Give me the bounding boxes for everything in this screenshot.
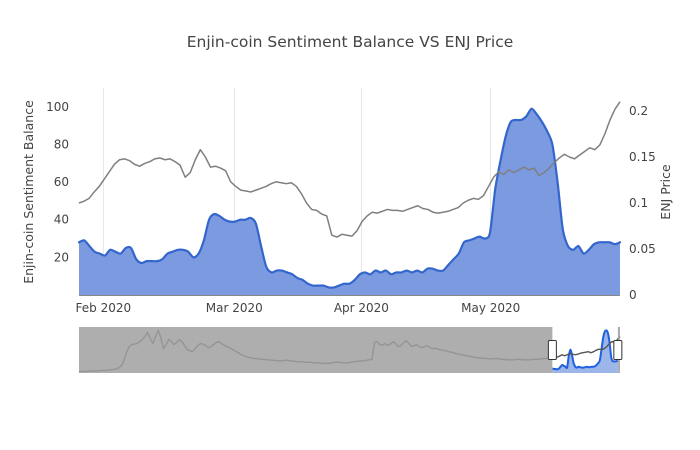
sentiment-balance-area-series bbox=[77, 107, 622, 296]
slider-handle-left[interactable] bbox=[547, 340, 557, 360]
slider-selection-stroke bbox=[552, 329, 619, 371]
chart-title: Enjin-coin Sentiment Balance VS ENJ Pric… bbox=[187, 33, 514, 51]
y-tick-left-1: 40 bbox=[54, 213, 69, 227]
y-tick-left-2: 60 bbox=[54, 175, 69, 189]
y-tick-right-4: 0.2 bbox=[629, 104, 648, 118]
y-tick-right-2: 0.1 bbox=[629, 196, 648, 210]
x-tick-3: May 2020 bbox=[461, 301, 520, 315]
range-slider[interactable] bbox=[79, 327, 623, 373]
y-tick-right-3: 0.15 bbox=[629, 150, 656, 164]
x-axis-ticks: Feb 2020 Mar 2020 Apr 2020 May 2020 bbox=[76, 301, 521, 315]
enj-price-line-series bbox=[78, 101, 621, 238]
x-tick-1: Mar 2020 bbox=[206, 301, 263, 315]
slider-mask-left[interactable] bbox=[79, 327, 553, 373]
sentiment-area-stroke bbox=[77, 107, 622, 289]
y-tick-right-1: 0.05 bbox=[629, 242, 656, 256]
enj-price-line bbox=[78, 101, 621, 238]
x-tick-2: Apr 2020 bbox=[334, 301, 389, 315]
slider-handle-right[interactable] bbox=[613, 340, 623, 360]
y-axis-title-left: Enjin-coin Sentiment Balance bbox=[21, 100, 36, 284]
y-tick-left-4: 100 bbox=[46, 100, 69, 114]
x-tick-0: Feb 2020 bbox=[76, 301, 132, 315]
sentiment-area-fill bbox=[79, 108, 620, 296]
y-axis-ticks-left: 20 40 60 80 100 bbox=[46, 100, 69, 265]
y-axis-ticks-right: 0 0.05 0.1 0.15 0.2 bbox=[629, 104, 656, 302]
y-tick-left-3: 80 bbox=[54, 137, 69, 151]
y-axis-title-right: ENJ Price bbox=[658, 164, 673, 220]
y-tick-right-0: 0 bbox=[629, 288, 637, 302]
y-tick-left-0: 20 bbox=[54, 250, 69, 264]
